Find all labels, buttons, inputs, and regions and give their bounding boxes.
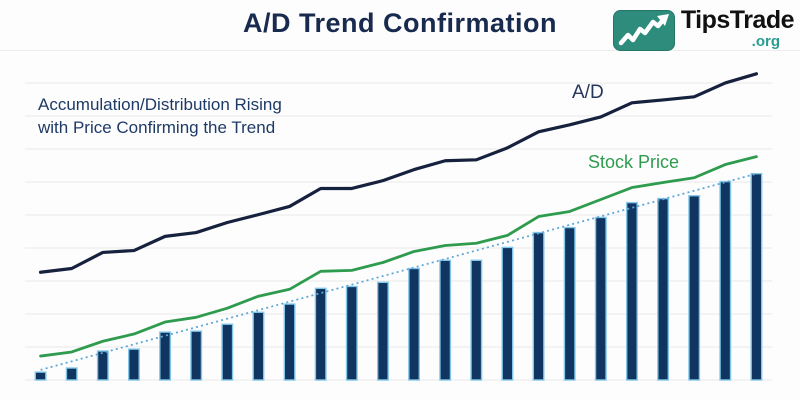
stock-price-series-label: Stock Price	[588, 152, 680, 172]
page-title: A/D Trend Confirmation	[243, 8, 557, 38]
bar	[221, 323, 234, 381]
logo-brand: TipsTrade	[680, 6, 795, 34]
bar	[688, 195, 701, 381]
logo-org-suffix: .org	[751, 33, 780, 50]
bar	[96, 350, 109, 381]
bar	[470, 259, 483, 381]
bar	[719, 180, 732, 381]
trending-up-chart-icon	[612, 10, 675, 51]
ad-line	[38, 72, 759, 274]
bar	[408, 267, 421, 381]
bar	[532, 231, 545, 381]
bar	[65, 367, 78, 381]
bar	[252, 311, 265, 381]
dotted-trendline	[40, 172, 757, 371]
ad-series-label: A/D	[572, 82, 604, 103]
annotation-line-1: Accumulation/Distribution Rising	[38, 95, 282, 114]
header-divider	[0, 50, 800, 51]
bar	[190, 330, 203, 381]
bar	[376, 281, 389, 381]
bar	[439, 259, 452, 381]
annotation-line-2: with Price Confirming the Trend	[38, 118, 276, 138]
bar	[314, 287, 327, 381]
bar	[750, 172, 763, 381]
bar	[594, 216, 607, 381]
bar	[127, 348, 140, 381]
stock-price-line	[39, 155, 758, 358]
bar	[625, 201, 638, 381]
bar	[657, 197, 670, 381]
tipstrade-logo: TipsTrade .org	[612, 6, 795, 51]
bar	[501, 246, 514, 381]
bar	[34, 371, 47, 381]
bar	[159, 331, 172, 381]
bar	[345, 285, 358, 381]
logo-text: TipsTrade .org	[680, 6, 795, 50]
bar	[563, 226, 576, 381]
bar	[283, 303, 296, 381]
chart-annotation: Accumulation/Distribution Rising with Pr…	[38, 93, 282, 140]
